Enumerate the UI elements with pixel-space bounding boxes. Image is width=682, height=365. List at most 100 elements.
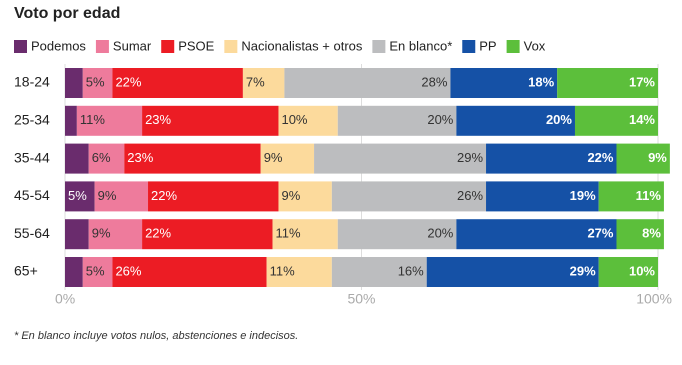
value-label: 22%: [151, 188, 177, 203]
y-tick-label: 55-64: [14, 225, 50, 241]
value-label: 26%: [115, 263, 141, 278]
bar-segment: [456, 105, 575, 136]
bar-segment: [82, 68, 113, 98]
value-label: 23%: [145, 112, 171, 127]
bar-segment: [331, 257, 427, 287]
chart-title: Voto por edad: [14, 5, 120, 22]
y-tick-label: 35-44: [14, 149, 50, 165]
value-label: 11%: [636, 188, 662, 203]
value-label: 20%: [427, 226, 453, 241]
bar-segment: [278, 181, 332, 212]
legend-label: Nacionalistas + otros: [241, 38, 363, 53]
value-label: 22%: [145, 226, 171, 241]
bar-segment: [598, 181, 664, 212]
legend-swatch: [161, 40, 175, 53]
legend-label: Podemos: [31, 38, 86, 53]
bar-segment: [242, 68, 285, 98]
value-label: 16%: [398, 263, 424, 278]
bar-segment: [278, 105, 338, 136]
value-label: 9%: [264, 150, 283, 165]
value-label: 8%: [642, 226, 661, 241]
legend-label: Vox: [524, 38, 546, 53]
value-label: 20%: [427, 112, 453, 127]
bar-segment: [82, 257, 113, 287]
bar-segment: [88, 219, 143, 250]
value-label: 9%: [92, 226, 111, 241]
bar-segment: [112, 68, 243, 98]
value-label: 29%: [570, 263, 596, 278]
bar-segment: [94, 181, 149, 212]
bar-segment: [65, 105, 77, 136]
y-tick-label: 25-34: [14, 112, 50, 128]
y-tick-label: 45-54: [14, 187, 50, 203]
value-label: 17%: [629, 74, 655, 89]
value-label: 28%: [421, 74, 447, 89]
bar-segment: [65, 143, 89, 174]
value-label: 5%: [86, 74, 105, 89]
legend-swatch: [462, 40, 476, 53]
legend-label: Sumar: [113, 38, 152, 53]
value-label: 19%: [570, 188, 596, 203]
value-label: 11%: [80, 112, 105, 127]
value-label: 22%: [587, 150, 613, 165]
bar-segment: [272, 219, 338, 250]
x-tick-label: 50%: [347, 291, 375, 307]
bar-segment: [456, 219, 617, 250]
bar-segment: [314, 143, 487, 174]
bar-segment: [598, 257, 658, 287]
bar-segment: [557, 68, 658, 98]
bar-segment: [486, 181, 599, 212]
grid: [64, 64, 659, 290]
bar-segment: [260, 143, 315, 174]
bar-segment: [574, 105, 658, 136]
y-tick-label: 65+: [14, 263, 38, 279]
value-label: 18%: [528, 74, 554, 89]
x-tick-label: 0%: [55, 291, 75, 307]
bar-segment: [124, 143, 261, 174]
value-label: 11%: [276, 226, 301, 241]
bar-segment: [331, 181, 487, 212]
value-label: 27%: [587, 226, 613, 241]
value-label: 10%: [629, 263, 655, 278]
value-label: 11%: [270, 263, 295, 278]
legend-swatch: [14, 40, 27, 53]
bar-segment: [266, 257, 332, 287]
bar-segment: [65, 257, 83, 287]
value-label: 6%: [92, 150, 111, 165]
value-label: 7%: [246, 74, 265, 89]
legend-swatch: [372, 40, 386, 53]
x-tick-label: 100%: [636, 291, 672, 307]
value-label: 26%: [457, 188, 483, 203]
bar-segment: [337, 105, 457, 136]
value-label: 14%: [629, 112, 655, 127]
footnote: * En blanco incluye votos nulos, abstenc…: [14, 330, 298, 342]
bar-segment: [65, 68, 83, 98]
value-label: 9%: [98, 188, 117, 203]
bar-segment: [148, 181, 279, 212]
value-label: 10%: [281, 112, 307, 127]
bar-segment: [76, 105, 143, 136]
value-label: 20%: [546, 112, 572, 127]
legend-swatch: [506, 40, 520, 53]
value-label: 22%: [115, 74, 141, 89]
bar-segment: [486, 143, 617, 174]
bar-segment: [112, 257, 267, 287]
value-label: 23%: [127, 150, 153, 165]
bar-segment: [450, 68, 558, 98]
bar-segment: [142, 105, 279, 136]
bar-segment: [337, 219, 457, 250]
value-label: 5%: [86, 263, 105, 278]
value-label: 5%: [68, 188, 87, 203]
value-label: 9%: [281, 188, 300, 203]
bar-segment: [65, 181, 95, 212]
value-label: 29%: [457, 150, 483, 165]
bar-segment: [88, 143, 125, 174]
value-label: 9%: [648, 150, 667, 165]
legend-label: En blanco*: [389, 38, 452, 53]
bar-segment: [284, 68, 451, 98]
bar-segment: [616, 143, 670, 174]
bar-segment: [616, 219, 664, 250]
bar-segment: [426, 257, 599, 287]
y-tick-label: 18-24: [14, 74, 50, 90]
